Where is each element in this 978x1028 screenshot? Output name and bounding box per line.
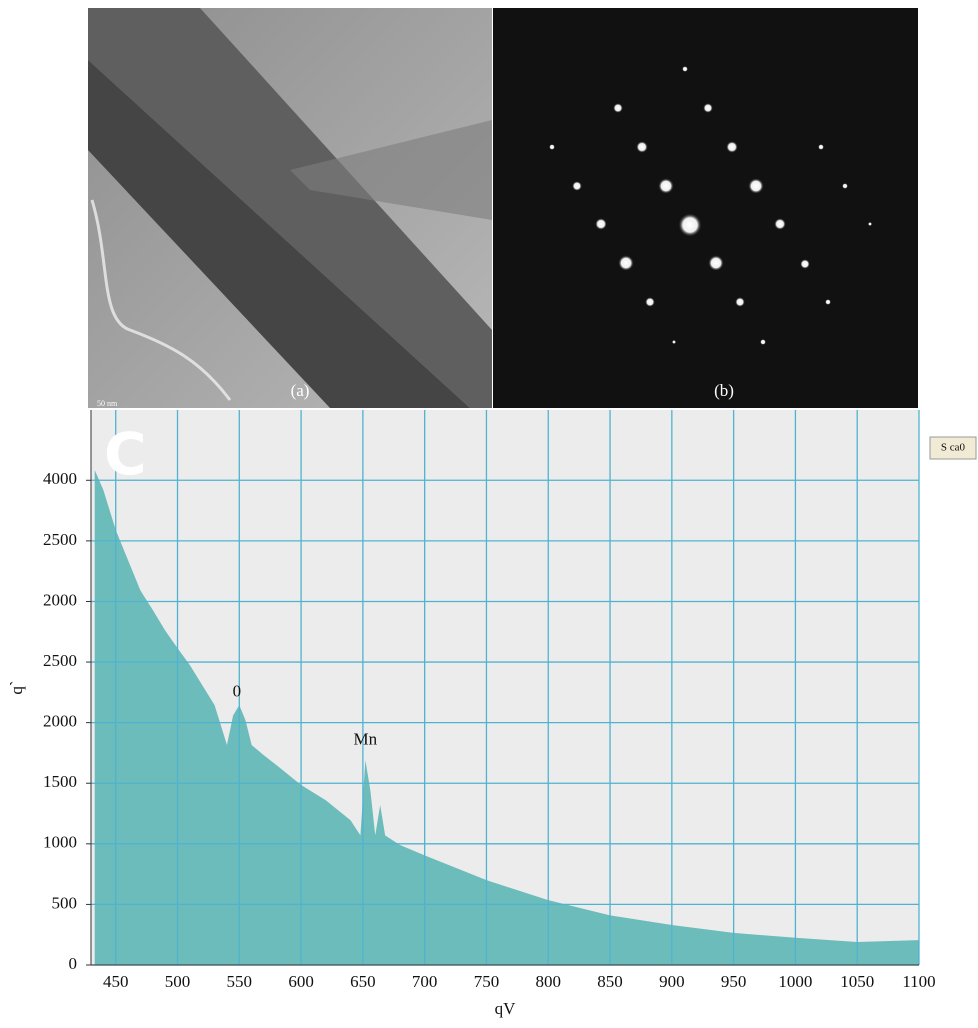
x-tick-label: 650 bbox=[350, 972, 376, 991]
x-tick-label: 450 bbox=[103, 972, 129, 991]
diffraction-image: (b) bbox=[493, 8, 918, 408]
x-tick-label: 600 bbox=[288, 972, 314, 991]
button-label[interactable]: S ca0 bbox=[941, 442, 966, 454]
panel-label: C bbox=[104, 420, 147, 488]
button[interactable]: S ca0 bbox=[930, 437, 976, 459]
tem-image: (a) 50 nm bbox=[88, 8, 492, 408]
y-tick-label: 2500 bbox=[43, 651, 77, 670]
y-tick-label: 0 bbox=[69, 954, 78, 973]
y-tick-label: 4000 bbox=[43, 469, 77, 488]
y-tick-label: 2500 bbox=[43, 530, 77, 549]
x-tick-label: 550 bbox=[227, 972, 253, 991]
x-tick-label: 900 bbox=[659, 972, 685, 991]
y-tick-label: 2000 bbox=[43, 590, 77, 609]
y-tick-label: 500 bbox=[52, 893, 78, 912]
figure: (a) 50 nm (b) S ca0 450 500 550 600 650 700 75… bbox=[0, 0, 978, 1023]
y-axis-title: q` bbox=[7, 680, 26, 694]
scale-bar: 50 nm bbox=[97, 399, 118, 408]
x-tick-label: 1050 bbox=[840, 972, 874, 991]
x-tick-label: 950 bbox=[721, 972, 747, 991]
page: (a) 50 nm (b) S ca0 450 500 550 600 650 700 75… bbox=[0, 0, 978, 1023]
annotation: 0 bbox=[233, 681, 242, 700]
x-tick-label: 750 bbox=[474, 972, 500, 991]
y-tick-label: 1000 bbox=[43, 833, 77, 852]
x-tick-label: 700 bbox=[412, 972, 438, 991]
x-axis-title: qV bbox=[495, 999, 517, 1018]
x-tick-label: 1100 bbox=[902, 972, 935, 991]
image-label: (a) bbox=[291, 381, 310, 400]
x-tick-label: 850 bbox=[597, 972, 623, 991]
x-tick-label: 800 bbox=[536, 972, 562, 991]
y-tick-label: 1500 bbox=[43, 772, 77, 791]
x-tick-label: 500 bbox=[165, 972, 191, 991]
annotation: Mn bbox=[354, 730, 378, 749]
x-tick-label: 1000 bbox=[778, 972, 812, 991]
image-label: (b) bbox=[714, 381, 734, 400]
y-tick-label: 2000 bbox=[43, 712, 77, 731]
